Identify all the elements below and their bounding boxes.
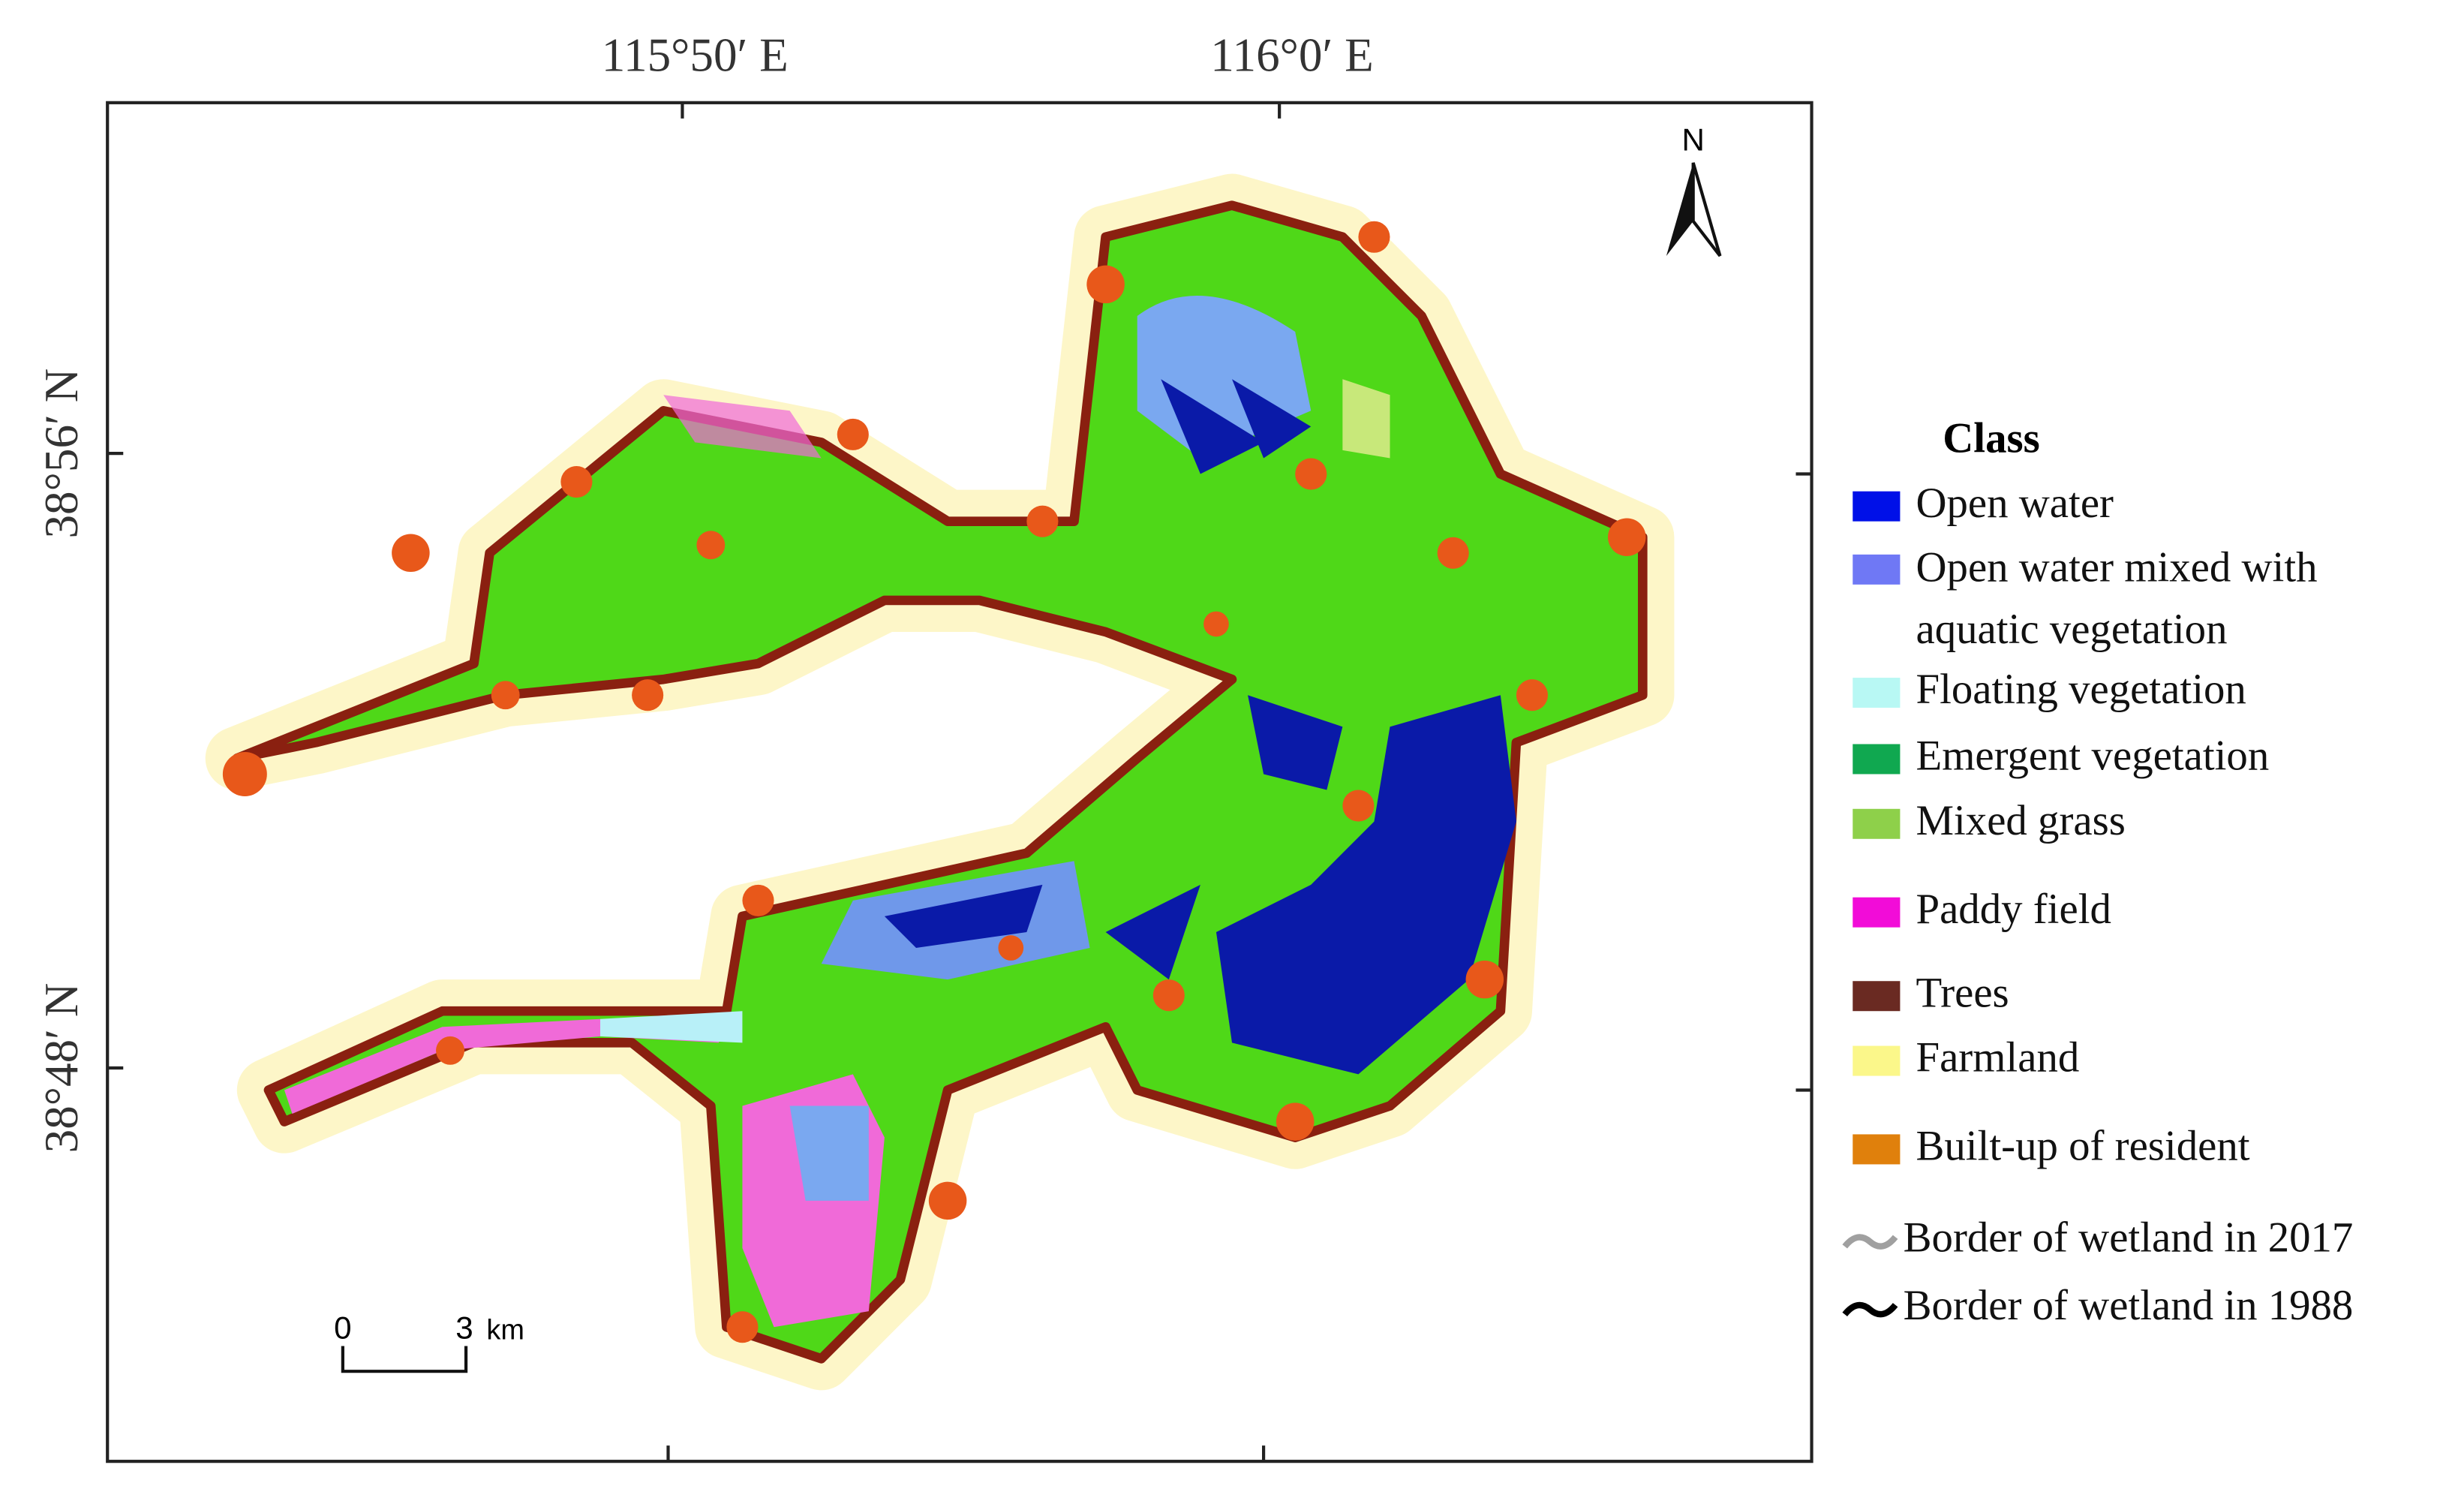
latitude-label: 38°48′ N: [35, 983, 88, 1154]
paddy-west: [663, 395, 822, 459]
wetland-vegetation: [232, 200, 1648, 1364]
legend-border-line: [1842, 1234, 1898, 1250]
map-area: [205, 173, 1675, 1391]
longitude-label: 115°50′ E: [602, 29, 789, 81]
legend-label: Trees: [1916, 969, 2009, 1016]
legend-swatch: [1853, 554, 1901, 585]
floating-canal: [599, 1011, 743, 1043]
legend-label: Built-up of resident: [1916, 1123, 2249, 1170]
legend-label: Open water: [1916, 480, 2114, 527]
legend-label: Border of wetland in 1988: [1904, 1282, 2354, 1329]
north-arrow: [1666, 162, 1693, 257]
legend: Open water Open water mixed with aquatic …: [1842, 480, 2354, 1329]
latitude-label: 38°56′ N: [35, 368, 88, 539]
scale-unit: km: [486, 1315, 524, 1346]
legend-swatch: [1853, 1045, 1901, 1076]
scale-end: 3: [455, 1310, 473, 1346]
graticule-ticks: [107, 102, 1812, 1462]
legend-swatch: [1853, 678, 1901, 708]
legend-swatch: [1853, 1134, 1901, 1165]
legend-label: Paddy field: [1916, 886, 2111, 933]
legend-swatch: [1853, 491, 1901, 522]
legend-label: Floating vegetation: [1916, 666, 2246, 713]
north-label: N: [1681, 122, 1704, 158]
legend-label-box: Open water mixed with aquatic vegetation: [1916, 543, 2318, 653]
legend-border-line: [1842, 1301, 1898, 1318]
mixed-water-lobe: [789, 1105, 869, 1201]
legend-swatch: [1853, 744, 1901, 775]
legend-label: Mixed grass: [1916, 797, 2125, 844]
built-up-spots: [222, 221, 1646, 1343]
longitude-label: 116°0′ E: [1210, 29, 1373, 81]
legend-label: Border of wetland in 2017: [1904, 1214, 2354, 1262]
legend-swatch: [1853, 981, 1901, 1012]
open-water-north: [1161, 379, 1312, 474]
open-water-east: [1215, 695, 1516, 1075]
north-arrow: [1691, 162, 1722, 257]
legend-label: Emergent vegetation: [1916, 732, 2269, 780]
legend-title: Class: [1943, 414, 2039, 462]
legend-swatch: [1853, 808, 1901, 839]
legend-label: Farmland: [1916, 1034, 2079, 1081]
open-water-south: [884, 884, 1043, 949]
mixed-grass-patch: [1342, 379, 1390, 459]
map-frame: [106, 101, 1813, 1463]
scale-start: 0: [334, 1310, 351, 1346]
scale-bar: [341, 1346, 468, 1373]
legend-swatch: [1853, 897, 1901, 928]
open-water-patch: [1105, 695, 1343, 980]
legend-label: Open water mixed with aquatic vegetation: [1916, 543, 2318, 653]
